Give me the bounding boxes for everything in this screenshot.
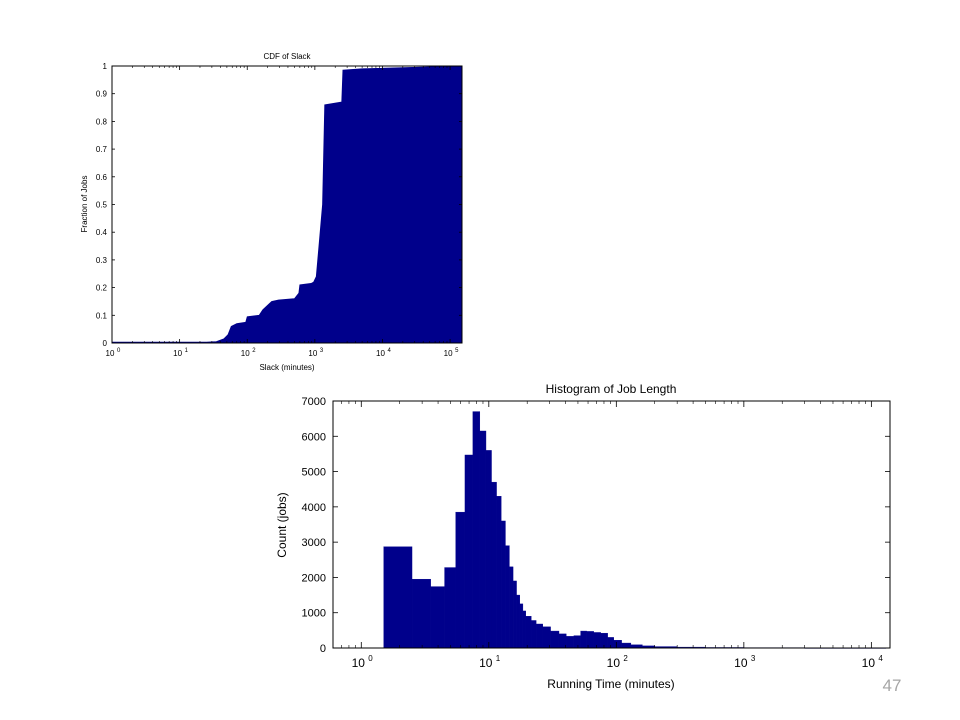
cdf-ytick-label: 0.8 bbox=[96, 117, 108, 126]
histogram-xtick-exponent: 4 bbox=[878, 654, 883, 663]
cdf-ylabel: Fraction of Jobs bbox=[80, 176, 89, 233]
histogram-bar bbox=[558, 633, 567, 649]
histogram-bar bbox=[430, 586, 445, 649]
histogram-ytick-label: 2000 bbox=[302, 572, 326, 584]
histogram-ylabel: Count (jobs) bbox=[275, 492, 289, 557]
histogram-bar bbox=[472, 411, 481, 649]
cdf-xtick-label: 10 bbox=[444, 349, 453, 358]
histogram-ytick-label: 6000 bbox=[302, 431, 326, 443]
histogram-xtick-label: 10 bbox=[862, 656, 876, 670]
histogram-xlabel: Running Time (minutes) bbox=[547, 677, 674, 691]
histogram-bar bbox=[535, 623, 543, 649]
histogram-bar bbox=[509, 566, 514, 649]
histogram-ytick-label: 7000 bbox=[302, 396, 326, 408]
cdf-ytick-label: 0.2 bbox=[96, 284, 108, 293]
histogram-bar bbox=[593, 632, 601, 649]
cdf-ytick-label: 0 bbox=[103, 339, 108, 348]
cdf-xtick-label: 10 bbox=[106, 349, 115, 358]
histogram-chart: Histogram of Job Length 0 1000 2000 3000 400… bbox=[275, 382, 891, 691]
cdf-chart: CDF of Slack 0 0.1 0.2 0.3 0.4 0.5 0.6 0.7 0.8 0.… bbox=[80, 52, 463, 372]
histogram-ytick-label: 0 bbox=[320, 643, 326, 655]
histogram-xtick-label: 10 bbox=[352, 656, 366, 670]
histogram-ytick-label: 3000 bbox=[302, 537, 326, 549]
histogram-bar bbox=[505, 545, 510, 649]
cdf-xtick-exponent: 0 bbox=[117, 348, 121, 354]
histogram-bar bbox=[455, 511, 466, 649]
cdf-xtick-exponent: 3 bbox=[320, 348, 324, 354]
histogram-ytick-label: 4000 bbox=[302, 502, 326, 514]
histogram-axes-box bbox=[332, 400, 891, 649]
histogram-bar bbox=[586, 631, 594, 649]
cdf-xtick-exponent: 2 bbox=[252, 348, 256, 354]
histogram-bar bbox=[613, 640, 622, 649]
histogram-bar bbox=[566, 636, 575, 649]
histogram-bar bbox=[479, 430, 487, 649]
cdf-ytick-label: 0.5 bbox=[96, 201, 108, 210]
histogram-xtick-exponent: 1 bbox=[496, 654, 501, 663]
slide-number: 47 bbox=[882, 676, 902, 695]
histogram-bar bbox=[383, 546, 413, 649]
histogram-title: Histogram of Job Length bbox=[546, 382, 677, 396]
cdf-xtick-exponent: 5 bbox=[455, 348, 459, 354]
cdf-ytick-label: 0.7 bbox=[96, 145, 108, 154]
cdf-ytick-label: 0.9 bbox=[96, 90, 108, 99]
cdf-xtick-exponent: 4 bbox=[387, 348, 391, 354]
histogram-bar bbox=[580, 630, 587, 649]
histogram-ytick-label: 5000 bbox=[302, 467, 326, 479]
histogram-ytick-label: 1000 bbox=[302, 608, 326, 620]
histogram-bar bbox=[525, 616, 532, 649]
cdf-ytick-label: 0.1 bbox=[96, 311, 108, 320]
histogram-xtick-label: 10 bbox=[607, 656, 621, 670]
histogram-xtick-label: 10 bbox=[479, 656, 493, 670]
cdf-xlabel: Slack (minutes) bbox=[259, 363, 314, 372]
histogram-bar bbox=[550, 630, 560, 649]
histogram-bar bbox=[519, 603, 524, 649]
cdf-xtick-label: 10 bbox=[241, 349, 250, 358]
histogram-bar bbox=[512, 580, 517, 649]
cdf-ytick-label: 0.6 bbox=[96, 173, 108, 182]
cdf-xtick-label: 10 bbox=[308, 349, 317, 358]
histogram-bar bbox=[531, 620, 537, 649]
histogram-bar bbox=[500, 520, 506, 649]
histogram-xtick-label: 10 bbox=[734, 656, 748, 670]
histogram-xtick-exponent: 0 bbox=[368, 654, 373, 663]
cdf-ytick-label: 0.4 bbox=[96, 228, 108, 237]
histogram-bar bbox=[411, 578, 431, 649]
cdf-area bbox=[111, 65, 463, 344]
cdf-plot-area bbox=[111, 65, 463, 344]
cdf-xtick-label: 10 bbox=[376, 349, 385, 358]
histogram-bar bbox=[621, 642, 632, 649]
cdf-ytick-label: 1 bbox=[103, 62, 108, 71]
histogram-xtick-exponent: 2 bbox=[623, 654, 628, 663]
cdf-title: CDF of Slack bbox=[263, 52, 311, 61]
histogram-bar bbox=[573, 635, 581, 649]
histogram-bar bbox=[542, 626, 551, 649]
histogram-xtick-exponent: 3 bbox=[751, 654, 756, 663]
histogram-bar bbox=[485, 450, 492, 649]
histogram-bars bbox=[383, 411, 887, 649]
cdf-ytick-label: 0.3 bbox=[96, 256, 108, 265]
histogram-bar bbox=[522, 610, 527, 649]
histogram-bar bbox=[464, 454, 474, 649]
histogram-bar bbox=[491, 481, 497, 649]
cdf-xtick-exponent: 1 bbox=[185, 348, 189, 354]
histogram-bar bbox=[516, 594, 520, 649]
histogram-bar bbox=[496, 496, 502, 649]
cdf-xtick-label: 10 bbox=[173, 349, 182, 358]
histogram-bar bbox=[444, 567, 456, 649]
